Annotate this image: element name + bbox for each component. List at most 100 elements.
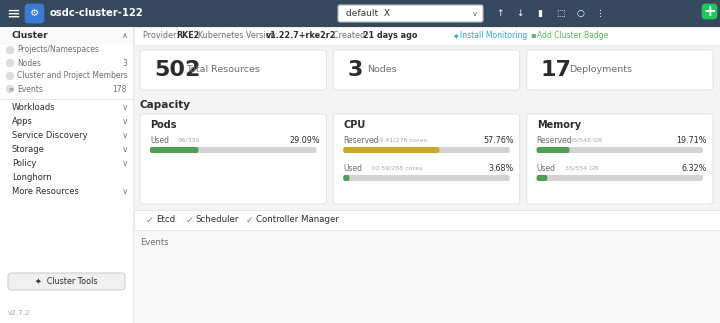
FancyBboxPatch shape [526,50,713,90]
Text: Provider:: Provider: [143,32,181,40]
FancyBboxPatch shape [333,114,520,204]
Bar [134,210,720,230]
Text: ✓: ✓ [246,215,253,224]
Text: Nodes: Nodes [367,66,397,75]
Text: Pods: Pods [150,120,176,130]
Text: CPU: CPU [343,120,366,130]
Text: 29.09%: 29.09% [289,136,320,145]
FancyBboxPatch shape [536,147,703,153]
Text: ✓: ✓ [146,215,153,224]
Text: Reserved: Reserved [536,136,572,145]
Text: Events: Events [17,85,43,93]
Text: Install Monitoring: Install Monitoring [460,32,527,40]
Text: Capacity: Capacity [140,100,191,110]
Text: Controller Manager: Controller Manager [256,215,339,224]
FancyBboxPatch shape [702,4,717,19]
Text: ↑: ↑ [496,9,504,18]
Text: osdc-cluster-122: osdc-cluster-122 [50,8,144,18]
FancyBboxPatch shape [338,5,483,22]
Text: Workloads: Workloads [12,102,55,111]
Text: Created:: Created: [333,32,370,40]
Bar [0,27,133,323]
Bar [133,27,134,323]
Bar [0,0,720,27]
Text: 178: 178 [112,85,127,93]
Text: 35/554 GB: 35/554 GB [564,165,598,170]
Text: 6.32%: 6.32% [682,164,707,173]
Text: +: + [703,4,716,19]
Text: ≡: ≡ [6,5,20,23]
Text: Cluster: Cluster [12,32,49,40]
Text: v: v [122,159,127,168]
Text: Reserved: Reserved [343,136,379,145]
Text: v: v [122,144,127,153]
Circle shape [6,59,14,67]
Circle shape [6,72,14,79]
FancyBboxPatch shape [536,175,547,181]
FancyBboxPatch shape [526,114,713,204]
Text: 10.59/288 cores: 10.59/288 cores [372,165,423,170]
Bar [134,230,720,323]
Text: 3.68%: 3.68% [488,164,513,173]
Text: v1.22.7+rke2r2: v1.22.7+rke2r2 [266,32,336,40]
Circle shape [6,86,14,92]
Text: Service Discovery: Service Discovery [12,130,88,140]
Text: Scheduler: Scheduler [195,215,238,224]
Text: 108/548 GB: 108/548 GB [564,137,602,142]
FancyBboxPatch shape [343,175,510,181]
Text: v: v [122,186,127,195]
FancyBboxPatch shape [536,175,703,181]
FancyBboxPatch shape [333,50,520,90]
FancyBboxPatch shape [343,175,349,181]
Text: ∧: ∧ [122,32,128,40]
Circle shape [6,47,14,54]
Text: Policy: Policy [12,159,37,168]
Text: ✦  Cluster Tools: ✦ Cluster Tools [35,277,98,286]
Text: ○: ○ [576,9,584,18]
Text: Total Resources: Total Resources [186,66,260,75]
Text: v: v [122,102,127,111]
Text: More Resources: More Resources [12,186,79,195]
Bar [134,27,720,45]
Text: ▮: ▮ [538,9,542,18]
Text: v2.7.2: v2.7.2 [8,310,31,316]
FancyBboxPatch shape [140,114,326,204]
Text: 3: 3 [347,60,363,80]
Text: ⋮: ⋮ [595,9,605,18]
FancyBboxPatch shape [150,147,199,153]
Text: ✓: ✓ [185,215,193,224]
Text: RKE2: RKE2 [176,32,199,40]
FancyBboxPatch shape [343,147,439,153]
Text: ⚙: ⚙ [30,8,39,18]
Text: Longhorn: Longhorn [12,172,52,182]
Text: Used: Used [343,164,362,173]
Text: ≡: ≡ [9,87,14,91]
FancyBboxPatch shape [25,4,44,23]
FancyBboxPatch shape [8,273,125,290]
Text: Used: Used [150,136,169,145]
Text: Deployments: Deployments [569,66,631,75]
Text: 96/330: 96/330 [178,137,200,142]
Text: ▪: ▪ [531,32,539,40]
FancyBboxPatch shape [536,147,570,153]
Text: 57.76%: 57.76% [483,136,513,145]
Text: 159.41/276 cores: 159.41/276 cores [372,137,428,142]
Text: Storage: Storage [12,144,45,153]
Text: v: v [122,117,127,126]
Text: Add Cluster Badge: Add Cluster Badge [537,32,608,40]
Text: ✦: ✦ [453,32,462,40]
Text: Nodes: Nodes [17,58,41,68]
Text: Cluster and Project Members: Cluster and Project Members [17,71,127,80]
Text: Kubernetes Version:: Kubernetes Version: [198,32,281,40]
Bar [0,99,133,100]
Text: 21 days ago: 21 days ago [363,32,418,40]
Text: Events: Events [140,238,168,247]
Text: Apps: Apps [12,117,33,126]
FancyBboxPatch shape [150,147,316,153]
Text: 17: 17 [541,60,572,80]
Text: Used: Used [536,164,556,173]
Text: Etcd: Etcd [156,215,175,224]
FancyBboxPatch shape [140,50,326,90]
Text: Projects/Namespaces: Projects/Namespaces [17,46,99,55]
Text: 19.71%: 19.71% [677,136,707,145]
